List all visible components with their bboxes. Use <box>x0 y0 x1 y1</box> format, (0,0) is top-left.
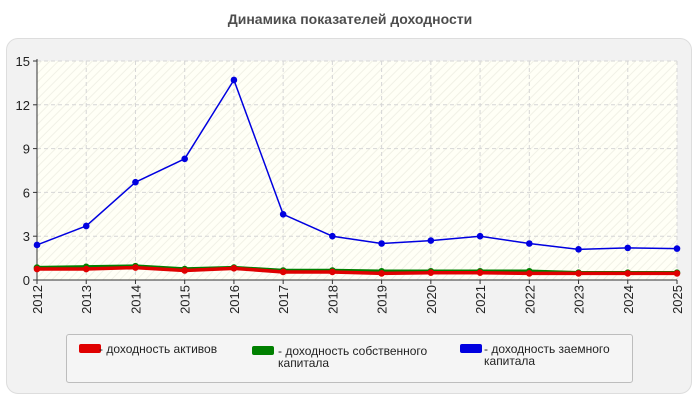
data-point <box>329 232 336 240</box>
x-tick-label: 2023 <box>572 285 587 314</box>
data-point <box>575 270 582 277</box>
data-point <box>132 178 139 186</box>
data-point <box>181 267 188 274</box>
data-point <box>230 76 238 84</box>
x-tick-label: 2019 <box>375 285 390 314</box>
x-tick-label: 2024 <box>621 285 636 314</box>
legend: - доходность активов - доходность собств… <box>66 334 633 383</box>
y-tick-label: 0 <box>23 273 30 288</box>
x-tick-label: 2017 <box>276 285 291 314</box>
y-tick-label: 9 <box>23 142 30 157</box>
y-tick-label: 15 <box>16 54 30 69</box>
x-tick-label: 2014 <box>128 285 143 314</box>
data-point <box>230 265 238 272</box>
data-point <box>181 155 188 163</box>
data-point <box>476 269 484 277</box>
x-tick-label: 2022 <box>522 285 537 314</box>
y-tick-label: 3 <box>23 229 30 244</box>
data-point <box>82 265 90 273</box>
series-line <box>37 265 677 276</box>
y-tick-label: 6 <box>23 185 30 200</box>
chart-title: Динамика показателей доходности <box>227 11 473 27</box>
y-tick-label: 12 <box>16 98 30 113</box>
data-point <box>673 245 681 252</box>
data-point <box>575 246 582 253</box>
data-point <box>329 268 336 276</box>
data-point <box>427 237 435 244</box>
x-tick-label: 2018 <box>325 285 340 314</box>
series-line <box>36 79 678 251</box>
x-tick-label: 2020 <box>424 285 439 314</box>
legend-swatch-assets-icon <box>79 344 101 353</box>
data-point <box>476 232 484 240</box>
data-point <box>82 222 90 230</box>
x-tick-label: 2016 <box>227 285 242 314</box>
x-tick-label: 2013 <box>79 285 94 314</box>
legend-swatch-debt-icon <box>460 344 482 353</box>
data-point <box>378 270 385 277</box>
data-point <box>526 240 533 247</box>
data-point <box>132 264 139 271</box>
legend-label-debt: - доходность заемного капитала <box>484 342 610 368</box>
legend-label-equity: - доходность собственного капитала <box>278 344 428 370</box>
data-point <box>33 265 41 273</box>
data-point <box>33 241 41 249</box>
data-point <box>378 240 385 247</box>
x-tick-label: 2021 <box>473 285 488 314</box>
data-point <box>279 268 287 276</box>
data-point <box>673 270 681 277</box>
x-tick-label: 2025 <box>670 285 685 314</box>
data-point <box>279 211 287 218</box>
x-tick-label: 2012 <box>30 285 45 314</box>
data-point <box>624 244 632 252</box>
data-point <box>427 269 435 277</box>
legend-swatch-equity-icon <box>252 346 274 355</box>
x-tick-label: 2015 <box>178 285 193 314</box>
plot-hatch <box>37 61 677 280</box>
data-point <box>526 270 533 277</box>
data-point <box>624 270 632 277</box>
legend-label-assets: - доходность активов <box>99 342 218 356</box>
